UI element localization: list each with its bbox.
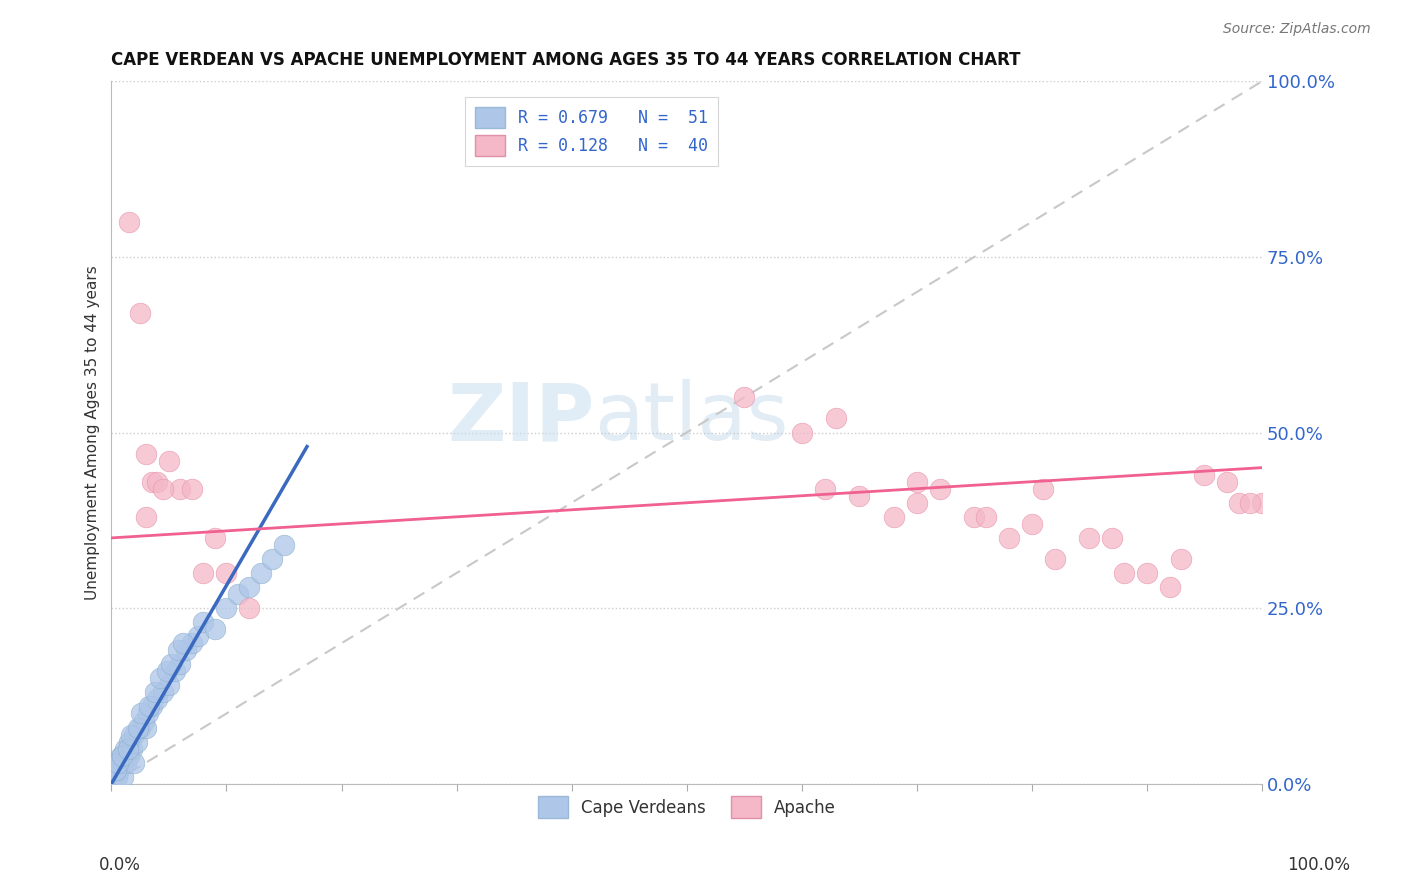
Point xyxy=(238,580,260,594)
Point xyxy=(1251,496,1274,510)
Point xyxy=(215,601,238,615)
Point xyxy=(117,741,139,756)
Point xyxy=(111,748,134,763)
Point xyxy=(997,531,1019,545)
Point xyxy=(181,636,204,650)
Point xyxy=(226,587,249,601)
Point xyxy=(104,763,127,777)
Point xyxy=(110,748,132,763)
Point xyxy=(118,215,141,229)
Point xyxy=(172,636,194,650)
Point xyxy=(152,685,174,699)
Point xyxy=(149,672,172,686)
Text: 100.0%: 100.0% xyxy=(1286,855,1350,873)
Point xyxy=(135,509,157,524)
Point xyxy=(1216,475,1239,489)
Point xyxy=(193,615,215,630)
Point xyxy=(169,482,191,496)
Point xyxy=(1170,552,1192,566)
Point xyxy=(204,531,226,545)
Point xyxy=(193,566,215,580)
Point xyxy=(138,699,160,714)
Point xyxy=(160,657,183,672)
Point xyxy=(156,665,179,679)
Point xyxy=(790,425,813,440)
Point xyxy=(963,509,986,524)
Point xyxy=(1239,496,1261,510)
Point xyxy=(111,756,134,770)
Text: Source: ZipAtlas.com: Source: ZipAtlas.com xyxy=(1223,22,1371,37)
Point xyxy=(127,721,149,735)
Text: 0.0%: 0.0% xyxy=(98,855,141,873)
Point xyxy=(215,566,238,580)
Point xyxy=(187,629,209,643)
Point xyxy=(105,756,128,770)
Point xyxy=(146,692,169,706)
Point xyxy=(1101,531,1123,545)
Point xyxy=(124,728,146,742)
Point xyxy=(141,699,163,714)
Point xyxy=(825,411,848,425)
Point xyxy=(1032,482,1054,496)
Point xyxy=(118,734,141,748)
Point xyxy=(129,306,152,320)
Point xyxy=(111,770,134,784)
Point xyxy=(1227,496,1250,510)
Point xyxy=(125,734,148,748)
Point xyxy=(131,706,153,721)
Point xyxy=(974,509,997,524)
Legend: Cape Verdeans, Apache: Cape Verdeans, Apache xyxy=(531,789,842,824)
Point xyxy=(115,756,138,770)
Point xyxy=(143,685,166,699)
Point xyxy=(103,770,125,784)
Point xyxy=(905,475,928,489)
Point xyxy=(905,496,928,510)
Point xyxy=(1194,467,1216,482)
Point xyxy=(105,770,128,784)
Point xyxy=(1136,566,1159,580)
Point xyxy=(157,453,180,467)
Point xyxy=(146,475,169,489)
Point xyxy=(124,756,146,770)
Point xyxy=(1159,580,1181,594)
Point xyxy=(262,552,284,566)
Y-axis label: Unemployment Among Ages 35 to 44 years: Unemployment Among Ages 35 to 44 years xyxy=(86,265,100,600)
Point xyxy=(250,566,273,580)
Point xyxy=(157,678,180,692)
Point xyxy=(107,756,129,770)
Point xyxy=(135,721,157,735)
Point xyxy=(883,509,905,524)
Point xyxy=(733,391,755,405)
Point xyxy=(1112,566,1135,580)
Point xyxy=(120,728,142,742)
Point xyxy=(814,482,837,496)
Text: atlas: atlas xyxy=(595,379,789,458)
Point xyxy=(848,489,870,503)
Point xyxy=(135,447,157,461)
Point xyxy=(105,763,128,777)
Point xyxy=(204,622,226,636)
Point xyxy=(1021,516,1043,531)
Text: CAPE VERDEAN VS APACHE UNEMPLOYMENT AMONG AGES 35 TO 44 YEARS CORRELATION CHART: CAPE VERDEAN VS APACHE UNEMPLOYMENT AMON… xyxy=(111,51,1021,69)
Point xyxy=(181,482,204,496)
Point xyxy=(169,657,191,672)
Point xyxy=(141,475,163,489)
Point xyxy=(1078,531,1101,545)
Point xyxy=(174,643,197,657)
Point xyxy=(136,706,159,721)
Point xyxy=(108,763,131,777)
Point xyxy=(167,643,190,657)
Point xyxy=(121,741,143,756)
Point xyxy=(114,741,136,756)
Text: ZIP: ZIP xyxy=(447,379,595,458)
Point xyxy=(129,721,152,735)
Point xyxy=(928,482,950,496)
Point xyxy=(163,665,186,679)
Point xyxy=(118,748,141,763)
Point xyxy=(273,538,295,552)
Point xyxy=(132,714,155,728)
Point xyxy=(1043,552,1066,566)
Point xyxy=(238,601,260,615)
Point xyxy=(152,482,174,496)
